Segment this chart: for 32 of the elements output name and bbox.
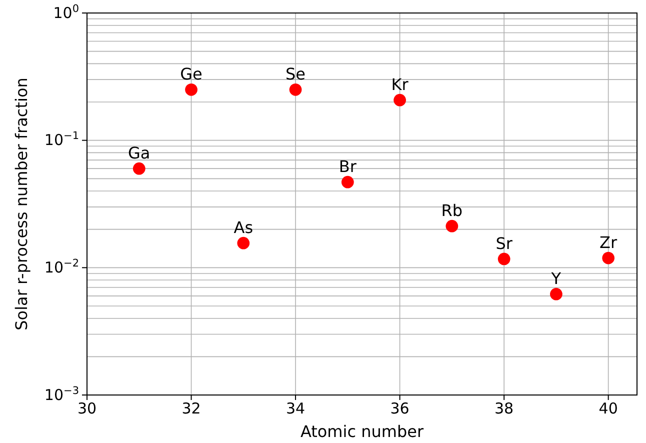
point bbox=[132, 162, 146, 175]
point bbox=[446, 220, 458, 232]
x-tick-label: 40 bbox=[598, 400, 618, 418]
annotation: Zr bbox=[600, 233, 618, 252]
x-tick-label: 32 bbox=[182, 400, 201, 418]
y-tick-label: 10$^{−1}$ bbox=[44, 130, 79, 150]
annotation: Br bbox=[338, 157, 357, 176]
x-tick-label: 38 bbox=[494, 400, 514, 418]
annotation: As bbox=[234, 218, 254, 238]
point bbox=[602, 252, 615, 264]
annotation: Y bbox=[550, 269, 562, 288]
annotation: Rb bbox=[441, 201, 463, 220]
y-tick-label: 10$^{−2}$ bbox=[44, 257, 79, 276]
point bbox=[341, 176, 354, 188]
annotation: Sr bbox=[496, 234, 513, 253]
point bbox=[550, 288, 562, 300]
annotation: Ga bbox=[128, 144, 150, 163]
point bbox=[498, 252, 510, 266]
y-tick-label: 10$^{0}$ bbox=[53, 2, 79, 22]
point bbox=[237, 236, 250, 250]
x-tick-label: 30 bbox=[77, 400, 97, 418]
x-tick-label: 36 bbox=[390, 400, 410, 418]
point bbox=[394, 94, 406, 106]
x-tick-label: 34 bbox=[286, 400, 306, 418]
point bbox=[185, 83, 198, 96]
annotation: Se bbox=[286, 64, 306, 84]
x-axis-title: Atomic number bbox=[300, 422, 424, 441]
annotation: Ge bbox=[180, 64, 202, 84]
y-axis-title: Solar r-process number fraction bbox=[12, 78, 31, 330]
annotation: Kr bbox=[391, 75, 409, 94]
y-tick-label: 10$^{−3}$ bbox=[44, 384, 79, 404]
point bbox=[289, 83, 302, 96]
